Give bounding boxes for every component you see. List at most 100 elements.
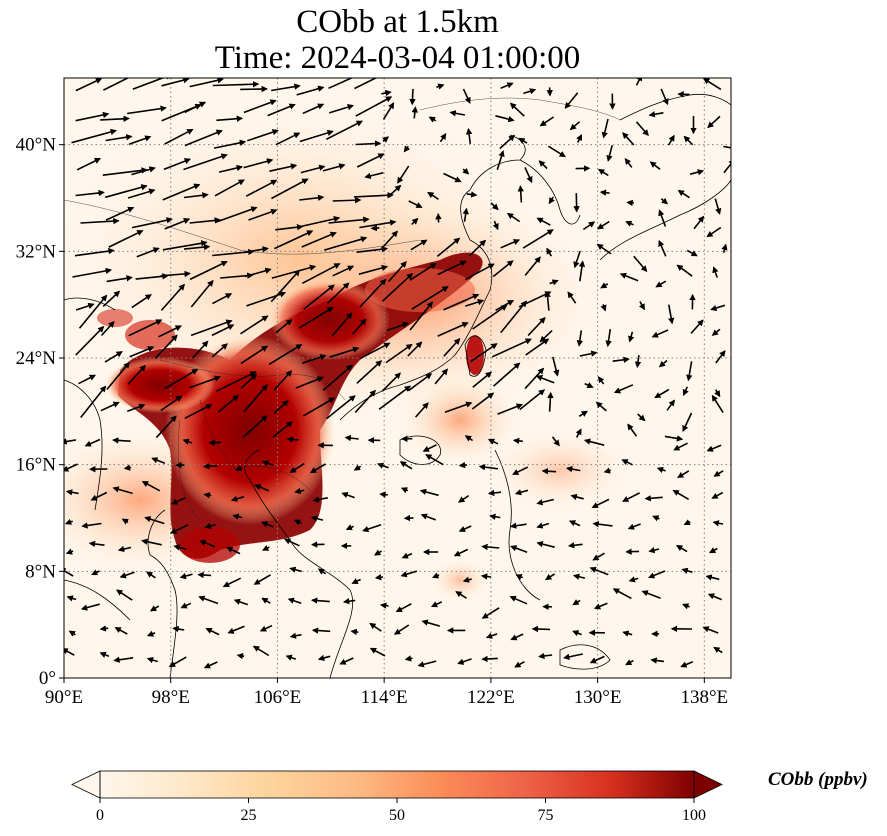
wind-arrow	[310, 515, 324, 522]
wind-arrow	[164, 368, 199, 390]
wind-arrow	[462, 207, 469, 222]
wind-arrow	[359, 278, 387, 308]
wind-arrow	[490, 202, 499, 211]
wind-arrow	[235, 465, 243, 472]
lat-tick-label: 0°	[39, 668, 56, 689]
wind-arrow	[240, 373, 258, 390]
wind-arrow	[471, 392, 495, 410]
wind-arrow	[205, 627, 220, 636]
lat-tick-label: 40°N	[16, 135, 57, 156]
wind-arrow	[420, 513, 437, 521]
wind-arrow	[714, 198, 722, 215]
wind-arrow	[356, 246, 389, 253]
wind-arrow	[481, 543, 500, 551]
wind-arrow	[622, 630, 633, 637]
wind-arrow	[311, 627, 331, 634]
wind-arrow	[481, 655, 498, 663]
wind-arrow	[144, 516, 165, 525]
wind-arrow	[64, 438, 77, 445]
wind-arrow	[683, 519, 691, 526]
wind-arrow	[599, 189, 610, 196]
wind-arrow	[430, 601, 443, 608]
wind-arrow	[230, 495, 245, 502]
wind-arrow	[71, 128, 117, 144]
wind-arrow	[601, 118, 609, 139]
wind-arrow	[212, 293, 233, 305]
wind-arrow	[243, 384, 268, 413]
wind-arrow	[712, 266, 719, 278]
wind-arrow	[567, 291, 577, 304]
wind-arrow	[362, 524, 382, 533]
wind-arrow	[322, 364, 353, 391]
wind-arrow	[162, 183, 201, 201]
wind-arrow	[531, 625, 551, 633]
wind-arrow	[711, 491, 724, 499]
wind-arrow	[439, 133, 447, 143]
wind-arrow	[541, 468, 557, 475]
wind-arrow	[146, 571, 156, 579]
wind-arrow	[328, 104, 355, 114]
lat-tick-label: 8°N	[25, 561, 56, 582]
wind-arrow	[240, 345, 269, 365]
wind-arrow	[253, 574, 272, 585]
wind-arrow	[496, 150, 505, 170]
wind-arrow	[75, 189, 105, 197]
wind-arrow	[172, 625, 185, 633]
wind-arrow	[548, 196, 555, 205]
wind-arrow	[64, 567, 74, 577]
wind-arrow	[549, 279, 559, 286]
wind-arrow	[328, 216, 370, 224]
wind-arrow	[576, 330, 584, 347]
wind-arrow	[715, 350, 726, 364]
wind-arrow	[619, 272, 639, 282]
wind-arrow	[294, 487, 305, 495]
wind-arrow	[222, 577, 242, 588]
colorbar-tick-label: 50	[389, 807, 405, 824]
wind-arrow	[721, 243, 728, 253]
colorbar-extend-high	[693, 770, 723, 799]
wind-arrow	[517, 185, 524, 203]
wind-arrow	[527, 316, 546, 337]
wind-arrow	[190, 279, 214, 308]
wind-arrow	[589, 655, 605, 664]
wind-arrow	[74, 247, 115, 257]
wind-arrow	[261, 597, 271, 604]
wind-arrow	[518, 137, 528, 144]
wind-arrow	[106, 275, 133, 283]
wind-arrow	[582, 221, 596, 231]
wind-arrow	[180, 602, 192, 609]
wind-arrow	[112, 486, 133, 495]
wind-arrow	[624, 157, 633, 168]
wind-arrow	[102, 290, 121, 307]
wind-arrow	[443, 338, 461, 357]
wind-arrow	[161, 78, 190, 87]
wind-arrow	[84, 438, 101, 447]
wind-arrow	[443, 293, 480, 311]
wind-arrow	[387, 184, 402, 198]
wind-arrow	[572, 630, 582, 637]
wind-arrow	[499, 134, 516, 150]
wind-arrow	[407, 341, 423, 357]
wind-arrow	[492, 362, 521, 387]
wind-arrow	[381, 89, 392, 97]
wind-arrow	[650, 657, 665, 664]
wind-arrow	[539, 116, 555, 127]
wind-arrow	[427, 191, 439, 200]
wind-arrow	[458, 495, 470, 503]
wind-arrow	[386, 321, 410, 332]
wind-arrow	[355, 96, 393, 117]
wind-arrow	[457, 658, 472, 665]
wind-arrow	[652, 515, 660, 522]
wind-arrow	[470, 343, 498, 363]
wind-arrow	[626, 199, 634, 207]
wind-arrow	[578, 260, 586, 282]
wind-arrow	[664, 435, 684, 442]
wind-arrow	[680, 661, 694, 668]
wind-arrow	[298, 215, 341, 228]
wind-arrow	[354, 78, 378, 90]
wind-arrow	[141, 538, 162, 546]
wind-arrow	[227, 625, 245, 634]
wind-arrow	[189, 78, 224, 88]
wind-arrow	[91, 569, 100, 576]
wind-arrow	[592, 552, 605, 561]
